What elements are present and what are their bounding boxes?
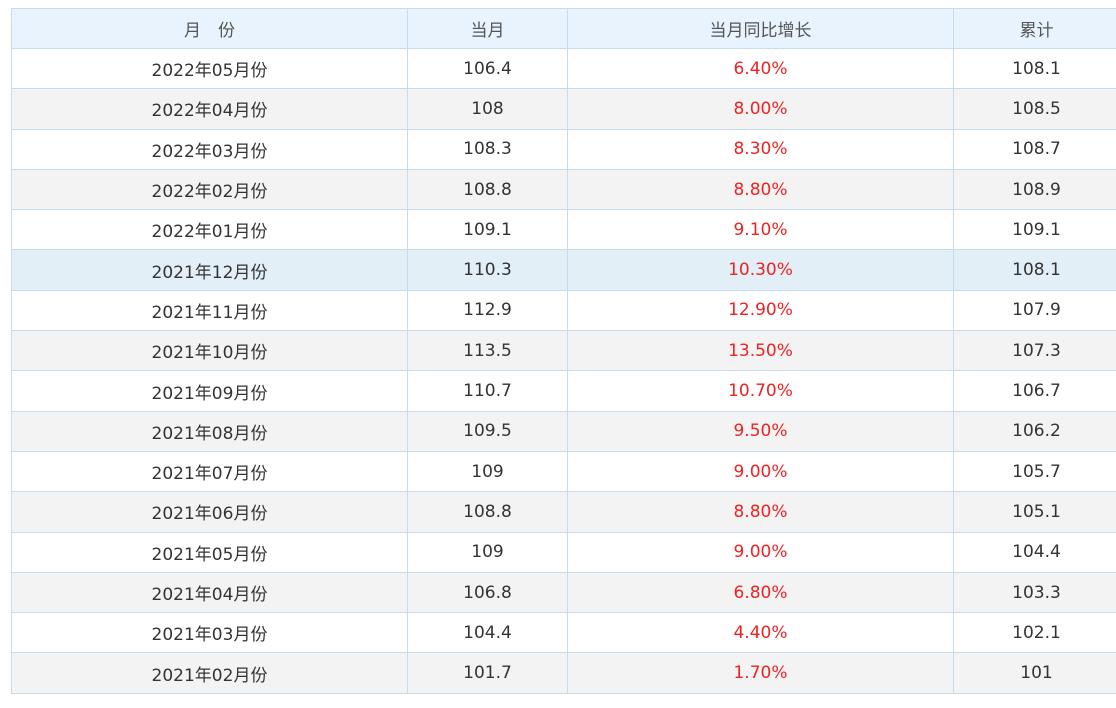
- cell-current: 108.3: [407, 128, 568, 170]
- cell-current: 113.5: [407, 330, 568, 372]
- cell-month: 2021年06月份: [11, 491, 408, 533]
- cell-current: 104.4: [407, 612, 568, 654]
- cell-current: 109.1: [407, 209, 568, 251]
- cell-yoy-growth: 8.80%: [567, 491, 954, 533]
- cell-current: 109.5: [407, 410, 568, 452]
- cell-month: 2021年12月份: [11, 249, 408, 291]
- column-header-yoy-growth[interactable]: 当月同比增长: [567, 8, 954, 49]
- cell-cumulative: 102.1: [953, 612, 1116, 654]
- cell-yoy-growth: 9.50%: [567, 410, 954, 452]
- cell-cumulative: 108.1: [953, 47, 1116, 90]
- cell-cumulative: 105.1: [953, 491, 1116, 533]
- cell-month: 2021年05月份: [11, 531, 408, 573]
- cell-current: 112.9: [407, 289, 568, 332]
- cell-yoy-growth: 9.00%: [567, 531, 954, 573]
- cell-cumulative: 108.7: [953, 128, 1116, 170]
- cell-month: 2021年03月份: [11, 612, 408, 654]
- table-row[interactable]: 2022年02月份 108.8 8.80% 108.9: [11, 168, 1116, 211]
- table-row[interactable]: 2022年03月份 108.3 8.30% 108.7: [11, 128, 1116, 170]
- table-row[interactable]: 2021年08月份 109.5 9.50% 106.2: [11, 410, 1116, 452]
- column-header-month[interactable]: 月 份: [11, 8, 408, 49]
- column-header-cumulative[interactable]: 累计: [953, 8, 1116, 49]
- data-table-container: 月 份 当月 当月同比增长 累计 2022年05月份 106.4 6.40% 108.…: [11, 8, 1116, 708]
- cell-current: 101.7: [407, 652, 568, 694]
- cell-cumulative: 106.2: [953, 410, 1116, 452]
- header-row: 月 份 当月 当月同比增长 累计: [11, 8, 1116, 49]
- cell-month: 2021年02月份: [11, 652, 408, 694]
- table-row[interactable]: 2021年04月份 106.8 6.80% 103.3: [11, 571, 1116, 614]
- cell-yoy-growth: 1.70%: [567, 652, 954, 694]
- cell-month: 2021年11月份: [11, 289, 408, 332]
- cell-month: 2022年04月份: [11, 88, 408, 130]
- table-row[interactable]: 2021年02月份 101.7 1.70% 101: [11, 652, 1116, 694]
- cell-current: 108.8: [407, 491, 568, 533]
- cell-current: 110.7: [407, 370, 568, 412]
- cell-yoy-growth: 4.40%: [567, 612, 954, 654]
- cell-month: 2021年07月份: [11, 450, 408, 493]
- cell-month: 2021年04月份: [11, 571, 408, 614]
- table-row[interactable]: 2022年04月份 108 8.00% 108.5: [11, 88, 1116, 130]
- data-table: 月 份 当月 当月同比增长 累计 2022年05月份 106.4 6.40% 108.…: [11, 8, 1116, 694]
- cell-current: 106.4: [407, 47, 568, 90]
- table-header: 月 份 当月 当月同比增长 累计: [11, 8, 1116, 49]
- cell-cumulative: 108.5: [953, 88, 1116, 130]
- table-row[interactable]: 2021年03月份 104.4 4.40% 102.1: [11, 612, 1116, 654]
- table-row[interactable]: 2022年05月份 106.4 6.40% 108.1: [11, 47, 1116, 90]
- cell-yoy-growth: 12.90%: [567, 289, 954, 332]
- cell-yoy-growth: 8.80%: [567, 168, 954, 211]
- cell-cumulative: 105.7: [953, 450, 1116, 493]
- cell-month: 2022年01月份: [11, 209, 408, 251]
- cell-current: 106.8: [407, 571, 568, 614]
- cell-current: 109: [407, 531, 568, 573]
- table-row[interactable]: 2021年12月份 110.3 10.30% 108.1: [11, 249, 1116, 291]
- cell-yoy-growth: 9.00%: [567, 450, 954, 493]
- cell-month: 2021年09月份: [11, 370, 408, 412]
- cell-cumulative: 107.9: [953, 289, 1116, 332]
- cell-yoy-growth: 10.70%: [567, 370, 954, 412]
- cell-cumulative: 106.7: [953, 370, 1116, 412]
- cell-month: 2021年08月份: [11, 410, 408, 452]
- cell-cumulative: 104.4: [953, 531, 1116, 573]
- cell-current: 109: [407, 450, 568, 493]
- cell-yoy-growth: 10.30%: [567, 249, 954, 291]
- cell-month: 2022年02月份: [11, 168, 408, 211]
- table-row[interactable]: 2021年05月份 109 9.00% 104.4: [11, 531, 1116, 573]
- cell-current: 108: [407, 88, 568, 130]
- cell-month: 2022年05月份: [11, 47, 408, 90]
- table-row[interactable]: 2022年01月份 109.1 9.10% 109.1: [11, 209, 1116, 251]
- cell-month: 2021年10月份: [11, 330, 408, 372]
- cell-yoy-growth: 8.00%: [567, 88, 954, 130]
- cell-cumulative: 108.9: [953, 168, 1116, 211]
- cell-yoy-growth: 6.40%: [567, 47, 954, 90]
- table-body: 2022年05月份 106.4 6.40% 108.1 2022年04月份 108 8.00…: [11, 47, 1116, 694]
- cell-yoy-growth: 6.80%: [567, 571, 954, 614]
- cell-cumulative: 108.1: [953, 249, 1116, 291]
- cell-cumulative: 109.1: [953, 209, 1116, 251]
- cell-current: 108.8: [407, 168, 568, 211]
- cell-yoy-growth: 9.10%: [567, 209, 954, 251]
- cell-cumulative: 101: [953, 652, 1116, 694]
- table-row[interactable]: 2021年10月份 113.5 13.50% 107.3: [11, 330, 1116, 372]
- cell-yoy-growth: 13.50%: [567, 330, 954, 372]
- column-header-current[interactable]: 当月: [407, 8, 568, 49]
- cell-cumulative: 107.3: [953, 330, 1116, 372]
- cell-current: 110.3: [407, 249, 568, 291]
- table-row[interactable]: 2021年07月份 109 9.00% 105.7: [11, 450, 1116, 493]
- cell-month: 2022年03月份: [11, 128, 408, 170]
- table-row[interactable]: 2021年06月份 108.8 8.80% 105.1: [11, 491, 1116, 533]
- table-row[interactable]: 2021年11月份 112.9 12.90% 107.9: [11, 289, 1116, 332]
- table-row[interactable]: 2021年09月份 110.7 10.70% 106.7: [11, 370, 1116, 412]
- cell-yoy-growth: 8.30%: [567, 128, 954, 170]
- cell-cumulative: 103.3: [953, 571, 1116, 614]
